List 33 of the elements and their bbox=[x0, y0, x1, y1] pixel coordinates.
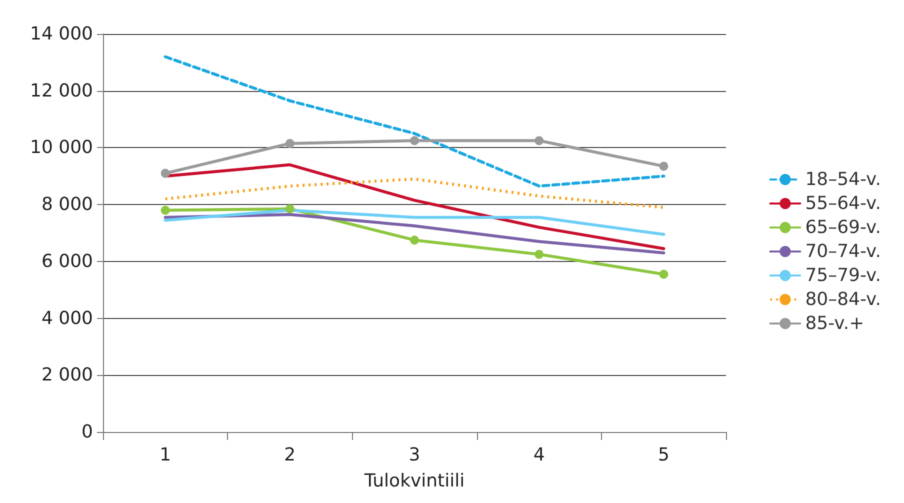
point bbox=[659, 270, 668, 279]
y-tick-label: 6 000 bbox=[41, 250, 93, 272]
point bbox=[285, 138, 294, 148]
y-tick-label: 12 000 bbox=[30, 80, 93, 102]
point bbox=[534, 250, 544, 259]
point bbox=[410, 236, 419, 245]
y-tick-label: 0 bbox=[82, 422, 93, 442]
legend-label: 65–69-v. bbox=[805, 217, 881, 238]
point bbox=[410, 136, 419, 146]
point bbox=[659, 162, 668, 171]
line-series bbox=[164, 55, 666, 188]
legend-label: 70–74-v. bbox=[805, 241, 881, 262]
legend-label: 18–54-v. bbox=[805, 169, 881, 190]
point bbox=[160, 206, 170, 215]
x-axis-title: Tulokvintiili bbox=[363, 470, 465, 492]
point bbox=[534, 136, 544, 146]
y-tick-label: 4 000 bbox=[41, 308, 93, 329]
point bbox=[160, 168, 170, 178]
legend-label: 75–79-v. bbox=[805, 265, 881, 286]
point bbox=[285, 204, 294, 214]
y-tick-label: 14 000 bbox=[30, 24, 93, 44]
x-tick-label: 4 bbox=[533, 444, 545, 466]
line-series bbox=[164, 177, 666, 209]
x-tick-label: 1 bbox=[160, 444, 172, 466]
y-tick-label: 8 000 bbox=[41, 194, 93, 216]
legend-label: 80–84-v. bbox=[805, 289, 881, 310]
y-tick-label: 2 000 bbox=[41, 364, 93, 386]
legend-label: 55–64-v. bbox=[805, 193, 881, 214]
x-tick-label: 2 bbox=[284, 444, 296, 466]
x-tick-label: 5 bbox=[658, 444, 670, 466]
y-tick-label: 10 000 bbox=[30, 137, 93, 158]
x-tick-label: 3 bbox=[408, 444, 420, 466]
legend-label: 85-v.+ bbox=[805, 313, 864, 334]
